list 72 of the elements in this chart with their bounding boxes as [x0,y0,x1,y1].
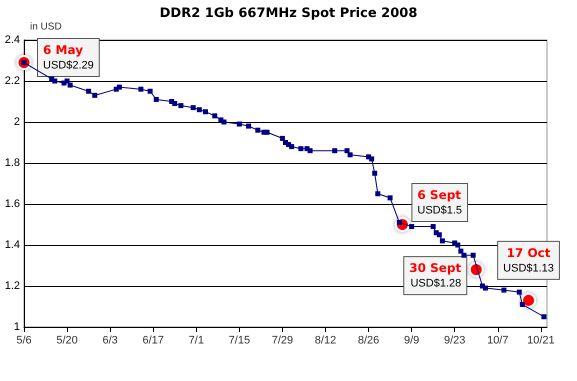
y-tick-label: 1.4 [4,239,20,251]
x-tick-label: 10/21 [527,334,555,346]
point [409,224,414,230]
point [482,286,488,291]
point [236,122,242,127]
x-tick-label: 6/3 [102,334,118,346]
point [541,314,546,320]
x-tick-label: 5/6 [16,334,32,346]
x-tick-label: 7/1 [188,334,204,346]
point [372,170,378,176]
point [440,238,445,244]
point [369,156,374,162]
point [332,148,338,154]
y-tick-label: 2.4 [4,34,20,46]
point [154,96,159,102]
y-tick-label: 1.8 [4,157,20,169]
point [203,109,208,114]
point [308,148,313,154]
point [520,302,525,307]
x-tick-label: 8/12 [314,334,336,346]
x-tick-label: 7/29 [272,334,294,346]
x-tick-label: 5/20 [56,334,78,346]
point [298,146,304,152]
annotation: 6 Sept USD$1.5 [417,188,462,216]
point [344,148,350,154]
point [116,84,122,90]
point [516,290,522,295]
x-tick-label: 9/23 [444,334,466,346]
point [501,288,506,293]
point [255,128,260,133]
x-tick-label: 9/9 [404,334,420,346]
point [388,195,393,200]
x-tick-label: 7/15 [228,334,250,346]
point [138,86,144,92]
point [92,92,98,98]
point [430,224,436,230]
point [212,113,218,118]
point [190,105,196,110]
point [52,78,58,84]
point [246,124,252,129]
point [196,107,202,112]
annotation: 30 Sept USD$1.28 [409,261,462,290]
point [64,78,70,84]
y-tick-label: 2.2 [4,75,20,87]
point [221,120,226,124]
point [264,130,270,135]
x-tick-label: 8/26 [358,334,380,346]
point [178,103,184,108]
y-tick-label: 1 [14,321,20,333]
y-tick-label: 1.6 [4,198,20,210]
point [68,82,73,88]
point [289,144,294,150]
point [148,88,153,94]
point [172,101,178,106]
x-tick-label: 6/17 [142,334,164,346]
y-tick-label: 1.2 [4,280,20,292]
point [348,152,353,158]
chart-title: DDR2 1Gb 667MHz Spot Price 2008 [160,6,418,21]
y-tick-label: 2 [14,116,20,128]
point [375,191,380,196]
annotation: 6 May USD$2.29 [43,43,94,72]
point [436,232,442,238]
point [280,136,285,141]
point [455,242,460,248]
point [86,88,92,94]
annotation: 17 Oct USD$1.13 [503,246,554,274]
point [461,252,466,258]
x-tick-label: 10/7 [487,334,508,346]
point [470,252,476,258]
point [458,248,464,254]
y-axis-title: in USD [30,22,62,32]
point [396,220,402,225]
